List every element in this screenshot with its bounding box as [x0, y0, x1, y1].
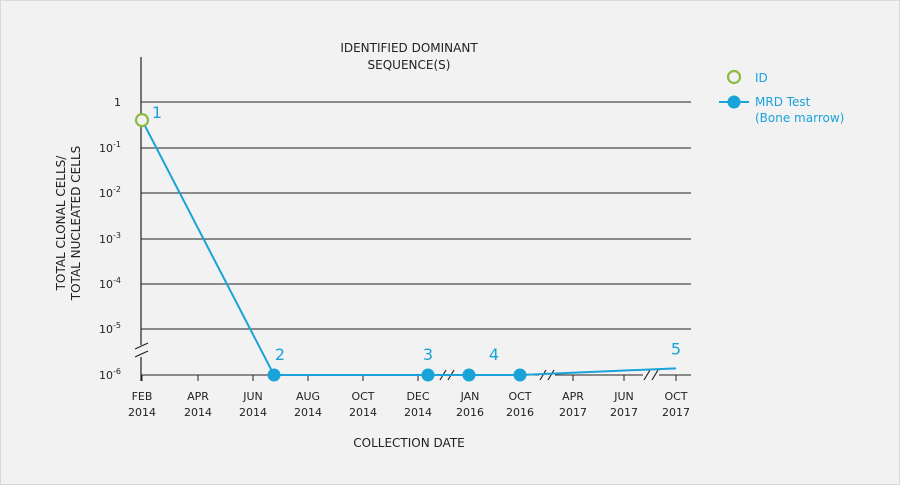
- legend-mrd-label-line1: MRD Test: [755, 95, 811, 109]
- x-tick-labels: FEB 2014 APR 2014 JUN 2014 AUG 2014 OCT 2014 DEC 20…: [128, 390, 690, 419]
- y-tick-label: 10-3: [99, 231, 121, 246]
- x-tick-label-month: FEB: [132, 390, 153, 403]
- mrd-point-marker: [462, 368, 476, 382]
- legend-id-marker: [726, 69, 742, 85]
- y-axis-label-line1: TOTAL CLONAL CELLS/: [54, 155, 68, 292]
- y-tick-label: 10-4: [99, 276, 121, 291]
- y-tick-labels: 1 10-1 10-2 10-3 10-4 10-5 10-6: [99, 96, 121, 382]
- x-tick-label-month: JUN: [242, 390, 263, 403]
- axes: [140, 57, 677, 381]
- x-tick-label-year: 2014: [239, 406, 267, 419]
- y-tick-label: 10-5: [99, 321, 121, 336]
- point-label: 1: [152, 103, 162, 122]
- x-tick-label-year: 2014: [184, 406, 212, 419]
- x-tick-label-year: 2014: [404, 406, 432, 419]
- x-tick-label-year: 2014: [128, 406, 156, 419]
- y-axis-label-line2: TOTAL NUCLEATED CELLS: [69, 146, 83, 301]
- mrd-point-marker: [513, 368, 527, 382]
- legend-mrd-label-line2: (Bone marrow): [755, 111, 844, 125]
- series-line: [141, 119, 677, 376]
- y-tick-label: 10-1: [99, 140, 121, 155]
- x-tick-label-month: OCT: [508, 390, 531, 403]
- id-point-marker: [134, 113, 150, 128]
- x-tick-label-month: AUG: [296, 390, 320, 403]
- point-label: 3: [423, 345, 433, 364]
- legend-mrd-marker: [727, 95, 741, 109]
- point-label: 5: [671, 339, 681, 358]
- x-tick-label-year: 2017: [559, 406, 587, 419]
- x-axis-label: COLLECTION DATE: [353, 436, 464, 450]
- y-tick-label: 10-6: [99, 367, 121, 382]
- mrd-series: [134, 113, 677, 382]
- x-tick-label-month: APR: [187, 390, 209, 403]
- y-tick-label: 10-2: [99, 185, 121, 200]
- x-tick-label-year: 2017: [662, 406, 690, 419]
- legend-id-label: ID: [755, 71, 768, 85]
- legend: ID MRD Test (Bone marrow): [719, 69, 844, 125]
- chart-title-line2: SEQUENCE(S): [368, 58, 451, 72]
- x-axis-break: [643, 369, 659, 381]
- mrd-point-marker: [421, 368, 435, 382]
- x-tick-label-year: 2014: [294, 406, 322, 419]
- y-axis-break: [134, 342, 149, 358]
- x-tick-label-year: 2016: [456, 406, 484, 419]
- point-labels: 1 2 3 4 5: [152, 103, 681, 364]
- point-label: 2: [275, 345, 285, 364]
- x-tick-label-month: OCT: [664, 390, 687, 403]
- x-tick-label-month: OCT: [351, 390, 374, 403]
- x-tick-label-year: 2016: [506, 406, 534, 419]
- grid-lines: [141, 101, 691, 376]
- x-tick-label-year: 2017: [610, 406, 638, 419]
- x-tick-label-month: JUN: [613, 390, 634, 403]
- x-tick-label-month: JAN: [460, 390, 480, 403]
- x-tick-label-month: DEC: [406, 390, 429, 403]
- mrd-point-marker: [267, 368, 281, 382]
- chart-title-line1: IDENTIFIED DOMINANT: [340, 41, 478, 55]
- x-tick-label-month: APR: [562, 390, 584, 403]
- point-label: 4: [489, 345, 499, 364]
- x-tick-label-year: 2014: [349, 406, 377, 419]
- y-tick-label: 1: [114, 96, 121, 109]
